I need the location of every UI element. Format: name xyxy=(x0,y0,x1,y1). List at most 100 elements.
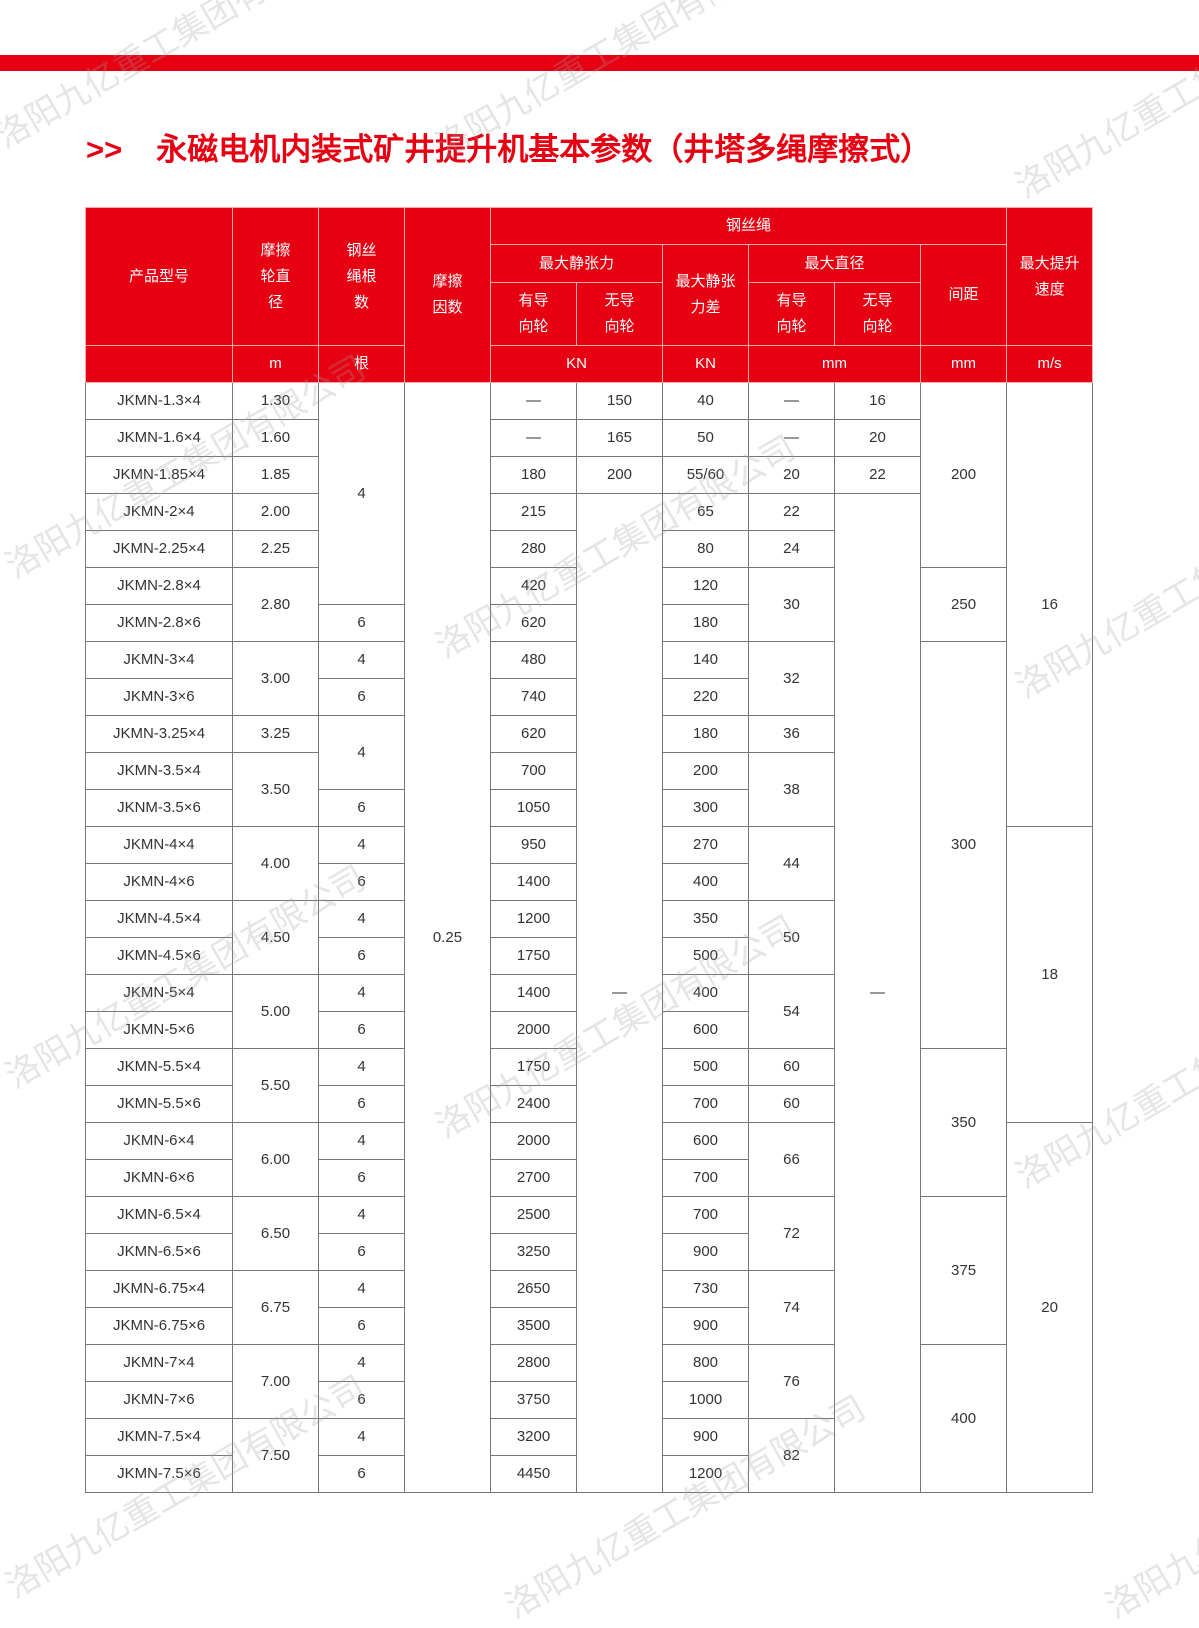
table-row: JKMN-4.5×6 6 1750 500 xyxy=(85,937,1093,975)
cell-tension-diff: 900 xyxy=(662,1233,749,1271)
table-row: JKMN-2.25×4 2.25 280 80 24 xyxy=(85,530,1093,568)
cell-wheel-diameter: 4.00 xyxy=(232,826,319,901)
top-red-bar xyxy=(0,55,1199,71)
page-title: >> 永磁电机内装式矿井提升机基本参数（井塔多绳摩擦式） xyxy=(86,124,931,169)
cell-tension-diff: 55/60 xyxy=(662,456,749,494)
table-row: JKMN-6.75×4 6.75 4 2650 730 74 xyxy=(85,1270,1093,1345)
header-max-static-tension: 最大静张力 xyxy=(490,244,663,283)
cell-wheel-diameter: 1.60 xyxy=(232,419,319,457)
cell-wheel-diameter: 4.50 xyxy=(232,900,319,975)
header-tension-guided: 有导向轮 xyxy=(490,282,577,346)
cell-model: JKMN-2×4 xyxy=(85,493,233,531)
cell-tension-guided: 700 xyxy=(490,752,577,790)
cell-model: JKMN-5.5×4 xyxy=(85,1048,233,1086)
header-diameter-unguided: 无导向轮 xyxy=(834,282,921,346)
cell-model: JKMN-5.5×6 xyxy=(85,1085,233,1123)
cell-tension-diff: 270 xyxy=(662,826,749,864)
cell-rope-count: 6 xyxy=(318,1159,405,1197)
cell-rope-count: 6 xyxy=(318,1381,405,1419)
cell-tension-guided: 1400 xyxy=(490,863,577,901)
cell-diameter-unguided: 22 xyxy=(834,456,921,494)
cell-tension-unguided: 150 xyxy=(576,382,663,420)
cell-model: JKMN-6.75×6 xyxy=(85,1307,233,1345)
cell-wheel-diameter: 2.00 xyxy=(232,493,319,531)
cell-tension-diff: 180 xyxy=(662,604,749,642)
header-wheel-diameter: 摩擦轮直径 xyxy=(232,207,319,346)
cell-tension-diff: 140 xyxy=(662,641,749,679)
unit-spacing: mm xyxy=(919,345,1008,383)
cell-wheel-diameter: 7.50 xyxy=(232,1418,319,1493)
cell-rope-count: 4 xyxy=(318,1048,405,1086)
cell-model: JKMN-1.3×4 xyxy=(85,382,233,420)
cell-tension-guided: 420 xyxy=(490,567,577,605)
cell-tension-diff: 400 xyxy=(662,974,749,1012)
table-row: JKMN-2.8×6 6 620 180 xyxy=(85,604,1093,642)
table-row: JKMN-6.5×6 6 3250 900 xyxy=(85,1233,1093,1271)
table-row: JKMN-6×6 6 2700 700 xyxy=(85,1159,1093,1197)
title-text: 永磁电机内装式矿井提升机基本参数（井塔多绳摩擦式） xyxy=(156,132,932,167)
cell-tension-diff: 40 xyxy=(662,382,749,420)
cell-rope-count: 4 xyxy=(318,1122,405,1160)
table-row: JKMN-6.5×4 6.50 4 2500 700 72 375 xyxy=(85,1196,1093,1345)
cell-rope-count: 4 xyxy=(318,974,405,1012)
cell-tension-diff: 80 xyxy=(662,530,749,568)
cell-tension-diff: 50 xyxy=(662,419,749,457)
cell-wheel-diameter: 1.30 xyxy=(232,382,319,420)
cell-model: JKMN-3.25×4 xyxy=(85,715,233,753)
cell-spacing: 250 xyxy=(919,567,1008,642)
cell-tension-guided: — xyxy=(490,382,577,420)
cell-rope-count: 4 xyxy=(318,1344,405,1382)
cell-model: JKMN-7.5×6 xyxy=(85,1455,233,1493)
cell-tension-guided: 480 xyxy=(490,641,577,679)
cell-model: JKMN-5×4 xyxy=(85,974,233,1012)
unit-diameter: mm xyxy=(748,345,921,383)
cell-tension-guided: 215 xyxy=(490,493,577,531)
cell-model: JKMN-4×4 xyxy=(85,826,233,864)
header-rope: 钢丝绳 xyxy=(489,207,1008,245)
cell-diameter-guided: 60 xyxy=(748,1048,835,1086)
cell-speed: 18 xyxy=(1006,826,1094,1123)
cell-rope-count: 6 xyxy=(318,678,405,716)
cell-rope-count: 6 xyxy=(318,789,405,827)
cell-tension-guided: 2400 xyxy=(490,1085,577,1123)
cell-diameter-guided: 74 xyxy=(748,1270,835,1345)
cell-tension-diff: 120 xyxy=(662,567,749,605)
cell-rope-count: 4 xyxy=(318,1196,405,1234)
cell-diameter-guided: 38 xyxy=(748,752,835,827)
header-tension-unguided: 无导向轮 xyxy=(576,282,663,346)
cell-tension-guided: — xyxy=(490,419,577,457)
cell-tension-diff: 180 xyxy=(662,715,749,753)
cell-rope-count: 6 xyxy=(318,604,405,642)
cell-model: JKMN-7.5×4 xyxy=(85,1418,233,1456)
table-body: JKMN-1.3×4 1.30 4 0.25—150 40—16 200 16 JKMN-1.… xyxy=(85,382,1094,1493)
cell-spacing: 400 xyxy=(919,1344,1008,1493)
table-row: JKMN-3.5×4 3.50 700 200 38 xyxy=(85,752,1093,827)
unit-rope-count: 根 xyxy=(318,345,405,383)
cell-model: JKMN-5×6 xyxy=(85,1011,233,1049)
cell-diameter-guided: 66 xyxy=(748,1122,835,1197)
cell-diameter-guided: 36 xyxy=(748,715,835,753)
cell-model: JKMN-4×6 xyxy=(85,863,233,901)
cell-diameter-guided: 22 xyxy=(748,493,835,531)
cell-tension-guided: 1750 xyxy=(490,1048,577,1086)
cell-tension-guided: 740 xyxy=(490,678,577,716)
cell-tension-guided: 2000 xyxy=(490,1011,577,1049)
cell-tension-diff: 400 xyxy=(662,863,749,901)
header-max-tension-diff: 最大静张力差 xyxy=(662,244,749,346)
cell-tension-guided: 2000 xyxy=(490,1122,577,1160)
cell-tension-unguided: — xyxy=(576,493,663,1493)
cell-spacing: 300 xyxy=(919,641,1008,1049)
table-row: JKMN-4×4 4.00 4 950 270 44 18 xyxy=(85,826,1094,1123)
cell-rope-count: 4 xyxy=(318,715,405,790)
unit-tension-diff: KN xyxy=(662,345,749,383)
cell-tension-diff: 220 xyxy=(662,678,749,716)
title-arrow: >> xyxy=(86,132,123,167)
cell-rope-count: 6 xyxy=(318,937,405,975)
cell-model: JKMN-6×6 xyxy=(85,1159,233,1197)
cell-model: JKMN-6×4 xyxy=(85,1122,233,1160)
cell-model: JKMN-6.75×4 xyxy=(85,1270,233,1308)
header-diameter-guided: 有导向轮 xyxy=(748,282,835,346)
cell-diameter-unguided: 16 xyxy=(834,382,921,420)
cell-tension-guided: 1750 xyxy=(490,937,577,975)
cell-wheel-diameter: 3.25 xyxy=(232,715,319,753)
